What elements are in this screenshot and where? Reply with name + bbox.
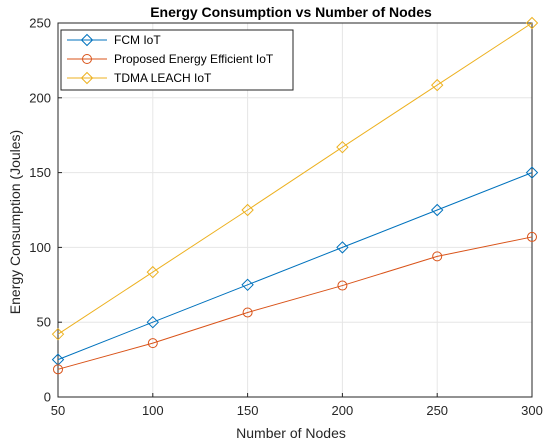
x-axis-label: Number of Nodes bbox=[236, 425, 346, 441]
legend-entries: FCM IoT Proposed Energy Efficient IoT TDMA… bbox=[67, 33, 274, 85]
data-point bbox=[432, 251, 443, 262]
y-tick-label: 100 bbox=[29, 240, 51, 255]
legend-label: TDMA LEACH IoT bbox=[114, 71, 212, 85]
legend-entry-1: FCM IoT bbox=[67, 33, 161, 47]
x-tick-label: 300 bbox=[521, 403, 543, 418]
data-point bbox=[430, 203, 444, 217]
data-point bbox=[51, 327, 65, 341]
series-1 bbox=[51, 166, 539, 366]
y-tick-label: 50 bbox=[37, 315, 51, 330]
legend: FCM IoT Proposed Energy Efficient IoT TDMA… bbox=[60, 29, 294, 91]
data-point bbox=[527, 231, 537, 242]
legend-label: FCM IoT bbox=[114, 33, 161, 47]
plot-frame bbox=[57, 22, 533, 398]
y-tick-label: 250 bbox=[29, 16, 51, 31]
series-line bbox=[57, 236, 533, 370]
data-point bbox=[147, 338, 158, 349]
data-point bbox=[242, 307, 253, 318]
data-point bbox=[336, 241, 349, 254]
chart-title: Energy Consumption vs Number of Nodes bbox=[150, 4, 432, 20]
data-point bbox=[241, 278, 254, 292]
data-point bbox=[241, 203, 254, 217]
x-tick-label: 50 bbox=[51, 403, 65, 418]
series-line bbox=[57, 22, 533, 335]
data-point bbox=[53, 364, 63, 375]
y-tick-label: 200 bbox=[29, 90, 51, 105]
x-tick-label: 150 bbox=[237, 403, 259, 418]
legend-marker bbox=[80, 33, 94, 47]
y-ticks: 0 50 100 150 200 250 bbox=[29, 16, 62, 405]
series-line bbox=[57, 172, 533, 361]
legend-label: Proposed Energy Efficient IoT bbox=[114, 52, 274, 66]
legend-marker bbox=[80, 71, 94, 85]
legend-entry-3: TDMA LEACH IoT bbox=[67, 71, 212, 85]
x-ticks: 50 100 150 200 250 300 bbox=[51, 393, 543, 418]
y-tick-label: 150 bbox=[29, 165, 51, 180]
x-tick-label: 250 bbox=[426, 403, 448, 418]
legend-marker bbox=[82, 54, 92, 64]
data-point bbox=[525, 166, 539, 179]
y-axis-label: Energy Consumption (Joules) bbox=[7, 130, 23, 314]
series-2 bbox=[53, 231, 537, 375]
data-point bbox=[430, 78, 444, 92]
series-3 bbox=[51, 16, 539, 341]
y-tick-label: 0 bbox=[44, 390, 51, 405]
legend-entry-2: Proposed Energy Efficient IoT bbox=[67, 52, 274, 66]
x-tick-label: 200 bbox=[332, 403, 354, 418]
series-layer bbox=[51, 16, 539, 375]
data-point bbox=[146, 315, 160, 329]
x-tick-label: 100 bbox=[142, 403, 164, 418]
data-point bbox=[336, 140, 349, 154]
data-point bbox=[146, 265, 160, 279]
data-point bbox=[337, 280, 348, 291]
data-point bbox=[525, 16, 539, 30]
